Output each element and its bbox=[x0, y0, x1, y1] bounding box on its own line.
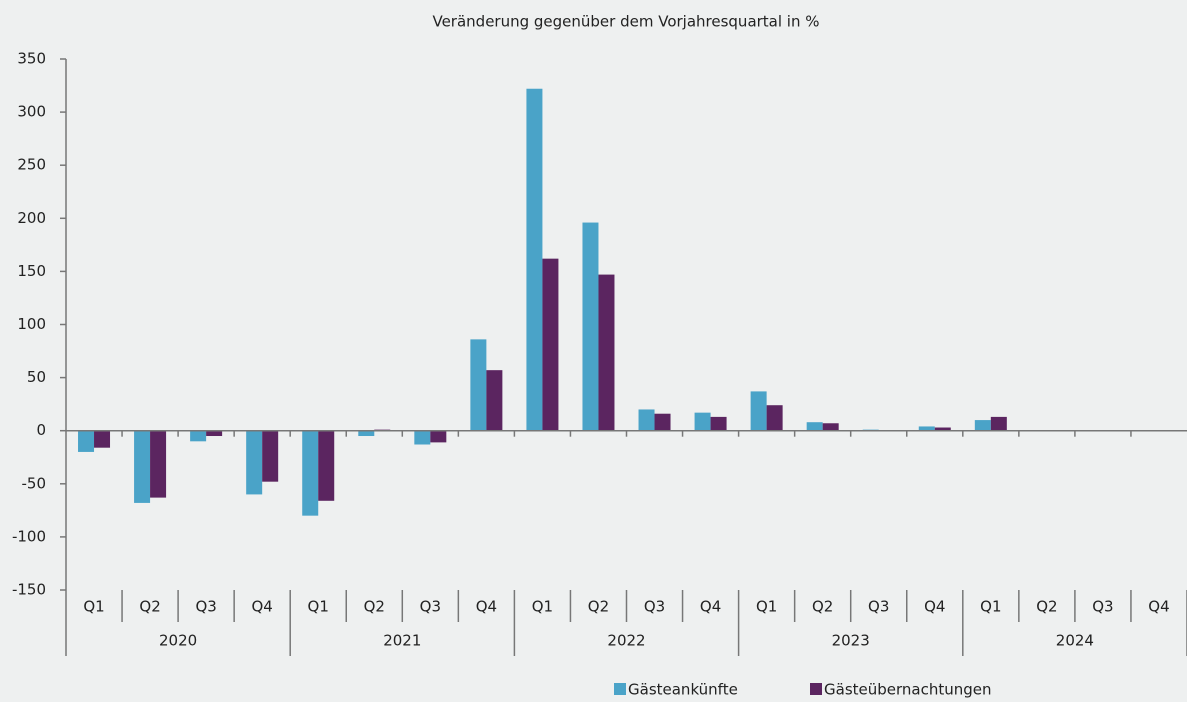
bar bbox=[638, 409, 655, 431]
bar bbox=[486, 370, 503, 431]
bar bbox=[750, 391, 767, 431]
bar bbox=[598, 274, 615, 431]
y-tick-label: 300 bbox=[17, 103, 46, 121]
bar bbox=[694, 412, 711, 431]
legend-label: Gästeübernachtungen bbox=[824, 681, 992, 699]
x-tick-label: Q1 bbox=[756, 598, 777, 616]
bar bbox=[974, 420, 991, 431]
y-tick-label: 350 bbox=[17, 50, 46, 68]
bar bbox=[190, 430, 207, 442]
bar bbox=[134, 430, 151, 503]
x-tick-label: Q4 bbox=[1148, 598, 1169, 616]
x-group-label: 2024 bbox=[1056, 632, 1094, 650]
y-tick-label: 0 bbox=[36, 421, 46, 439]
bar bbox=[430, 430, 447, 443]
x-tick-label: Q4 bbox=[251, 598, 272, 616]
legend-swatch bbox=[810, 683, 822, 695]
bar bbox=[262, 430, 279, 482]
x-tick-label: Q1 bbox=[980, 598, 1001, 616]
bar bbox=[542, 258, 559, 431]
bar bbox=[806, 422, 823, 431]
x-tick-label: Q4 bbox=[476, 598, 497, 616]
y-tick-label: -150 bbox=[12, 581, 46, 599]
x-group-label: 2021 bbox=[383, 632, 421, 650]
bar bbox=[766, 405, 783, 431]
bar bbox=[94, 430, 111, 448]
bar bbox=[246, 430, 263, 495]
bar bbox=[710, 416, 727, 431]
x-tick-label: Q4 bbox=[924, 598, 945, 616]
bar bbox=[318, 430, 335, 501]
bar bbox=[918, 426, 935, 431]
x-group-label: 2023 bbox=[832, 632, 870, 650]
x-tick-label: Q2 bbox=[139, 598, 160, 616]
x-tick-label: Q2 bbox=[364, 598, 385, 616]
bar bbox=[206, 430, 223, 437]
legend-swatch bbox=[614, 683, 626, 695]
bar bbox=[990, 416, 1007, 431]
x-tick-label: Q3 bbox=[868, 598, 889, 616]
bar bbox=[582, 222, 599, 431]
x-group-label: 2022 bbox=[607, 632, 645, 650]
y-tick-label: 50 bbox=[27, 368, 46, 386]
bar bbox=[470, 339, 487, 431]
bar bbox=[78, 430, 95, 452]
x-tick-label: Q3 bbox=[1092, 598, 1113, 616]
y-tick-label: 150 bbox=[17, 262, 46, 280]
x-tick-label: Q3 bbox=[195, 598, 216, 616]
bar bbox=[822, 423, 839, 431]
bar bbox=[934, 427, 951, 431]
bar bbox=[150, 430, 167, 498]
legend-label: Gästeankünfte bbox=[628, 681, 738, 699]
bar bbox=[414, 430, 431, 445]
bar bbox=[358, 430, 375, 437]
x-tick-label: Q2 bbox=[588, 598, 609, 616]
x-tick-label: Q1 bbox=[83, 598, 104, 616]
x-group-label: 2020 bbox=[159, 632, 197, 650]
y-tick-label: 200 bbox=[17, 209, 46, 227]
x-tick-label: Q1 bbox=[532, 598, 553, 616]
x-tick-label: Q1 bbox=[308, 598, 329, 616]
chart-title: Veränderung gegenüber dem Vorjahresquart… bbox=[432, 13, 819, 31]
bar bbox=[526, 88, 543, 431]
y-tick-label: -100 bbox=[12, 527, 46, 545]
bar bbox=[302, 430, 319, 516]
x-tick-label: Q3 bbox=[420, 598, 441, 616]
x-tick-label: Q2 bbox=[812, 598, 833, 616]
x-tick-label: Q2 bbox=[1036, 598, 1057, 616]
y-tick-label: -50 bbox=[22, 474, 47, 492]
y-tick-label: 100 bbox=[17, 315, 46, 333]
bar bbox=[654, 413, 671, 431]
x-tick-label: Q4 bbox=[700, 598, 721, 616]
x-tick-label: Q3 bbox=[644, 598, 665, 616]
y-tick-label: 250 bbox=[17, 156, 46, 174]
